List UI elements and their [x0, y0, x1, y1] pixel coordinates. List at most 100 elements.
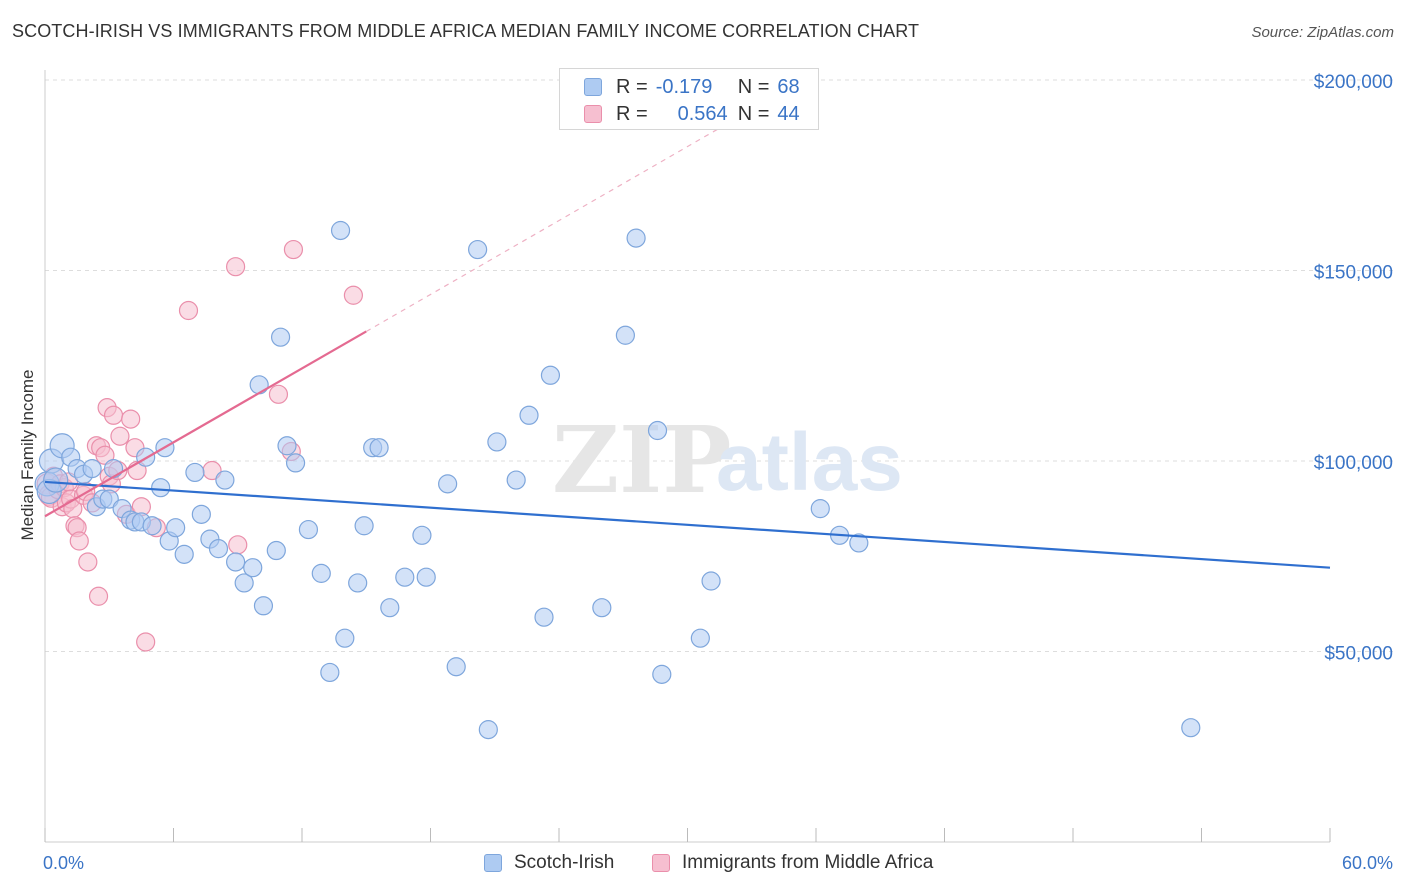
data-point	[369, 438, 389, 458]
data-point	[690, 628, 710, 648]
source-label: Source: ZipAtlas.com	[1251, 24, 1394, 41]
data-point	[468, 239, 488, 260]
trend-extension-middle-africa	[365, 121, 731, 332]
data-point	[174, 544, 194, 564]
data-point	[226, 257, 246, 277]
data-point	[615, 325, 635, 345]
data-point	[380, 598, 400, 618]
y-tick-label: $100,000	[1314, 453, 1393, 474]
data-point	[208, 539, 229, 559]
data-point	[110, 426, 130, 446]
data-point	[43, 467, 69, 493]
trend-line-middle-africa	[44, 330, 367, 518]
y-tick-label: $150,000	[1314, 263, 1393, 284]
data-point	[185, 462, 205, 483]
data-point	[285, 453, 306, 473]
tick-labels: $50,000 $100,000 $150,000 $200,000 0.0% 60.0%	[43, 72, 1393, 873]
data-point	[335, 628, 355, 648]
legend-n-value: 44	[777, 102, 800, 125]
data-point	[151, 478, 171, 498]
y-tick-label: $200,000	[1314, 72, 1393, 93]
legend-n-label: N =	[737, 75, 770, 98]
legend-swatch-blue	[484, 854, 502, 872]
watermark-atlas: atlas	[716, 417, 903, 508]
data-point	[228, 535, 248, 555]
data-point	[487, 432, 507, 452]
x-tick-label-min: 0.0%	[43, 853, 84, 873]
data-point	[82, 459, 102, 479]
data-point	[103, 405, 124, 425]
data-point	[1181, 718, 1201, 738]
y-tick-label: $50,000	[1324, 644, 1393, 665]
data-point	[626, 228, 646, 248]
legend-label-middle-africa: Immigrants from Middle Africa	[682, 852, 934, 873]
data-point	[701, 571, 721, 591]
data-point	[438, 474, 458, 494]
data-point	[330, 220, 351, 241]
correlation-legend: R = -0.179 N = 68 R = 0.564 N = 44	[559, 68, 819, 130]
data-point	[253, 596, 274, 616]
data-point	[69, 531, 89, 551]
legend-item-middle-africa: Immigrants from Middle Africa	[652, 852, 933, 874]
data-point	[647, 420, 668, 441]
data-point	[78, 552, 98, 572]
data-point	[320, 662, 340, 683]
legend-r-value: 0.564	[677, 102, 728, 125]
data-point	[849, 533, 869, 553]
trend-lines	[44, 121, 1331, 569]
legend-r-value: -0.179	[655, 75, 713, 98]
data-point	[249, 375, 269, 395]
data-point	[136, 632, 156, 652]
series-legend: Scotch-Irish Immigrants from Middle Afri…	[0, 852, 1406, 878]
legend-n-value: 68	[777, 75, 800, 98]
data-point	[298, 519, 319, 540]
data-point	[478, 720, 498, 740]
data-point	[121, 409, 141, 429]
data-point	[652, 664, 672, 684]
trend-line-scotch-irish	[44, 480, 1331, 569]
data-point	[234, 573, 254, 593]
data-point	[519, 405, 539, 425]
chart-title: SCOTCH-IRISH VS IMMIGRANTS FROM MIDDLE A…	[12, 21, 920, 41]
data-point	[99, 489, 119, 509]
data-point	[354, 516, 374, 536]
data-point	[103, 459, 124, 479]
data-point	[142, 516, 162, 536]
data-point	[534, 607, 554, 627]
legend-swatch-pink	[652, 854, 670, 872]
legend-label-scotch-irish: Scotch-Irish	[514, 852, 615, 873]
data-point	[277, 436, 297, 456]
data-point	[540, 365, 561, 385]
data-point	[311, 563, 331, 583]
data-point	[178, 300, 199, 321]
data-point	[283, 239, 304, 260]
data-point	[266, 540, 286, 561]
data-point	[88, 586, 109, 606]
legend-n-label: N =	[737, 102, 770, 125]
legend-row-scotch-irish: R = -0.179 N = 68	[584, 75, 800, 99]
data-point	[191, 504, 211, 524]
data-point	[343, 285, 363, 305]
legend-row-middle-africa: R = 0.564 N = 44	[584, 102, 800, 126]
data-point	[226, 552, 246, 572]
data-point	[215, 470, 235, 490]
legend-swatch-pink	[584, 105, 602, 123]
data-point	[348, 573, 368, 593]
data-point	[95, 445, 115, 465]
data-point	[592, 598, 612, 618]
data-point	[506, 470, 526, 490]
data-point	[166, 518, 186, 538]
watermark: ZIP atlas	[552, 406, 903, 514]
watermark-zip: ZIP	[552, 406, 731, 514]
data-point	[446, 657, 466, 677]
data-point	[243, 558, 263, 578]
data-point	[412, 525, 432, 545]
x-tick-label-max: 60.0%	[1342, 853, 1393, 873]
legend-r-label: R =	[616, 102, 648, 125]
legend-swatch-blue	[584, 78, 602, 96]
data-point	[416, 567, 436, 587]
data-point	[268, 384, 289, 404]
legend-item-scotch-irish: Scotch-Irish	[484, 852, 614, 874]
blue-series	[34, 220, 1201, 740]
